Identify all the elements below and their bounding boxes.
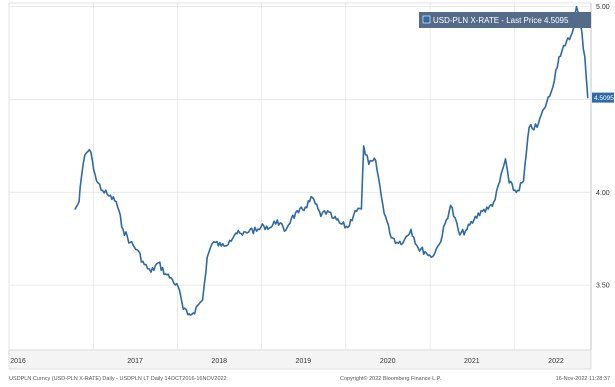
last-price-box xyxy=(592,92,614,103)
legend-background xyxy=(419,12,591,28)
footer-source: USDPLN Curncy (USD-PLN X-RATE) Daily - U… xyxy=(9,376,227,382)
y-tick-labels: 3.50 4.00 5.00 xyxy=(596,4,610,289)
series-line-usd-pln xyxy=(74,5,589,316)
last-price-marker: 4.5095 xyxy=(592,92,614,103)
footer-copyright: Copyright© 2022 Bloomberg Finance L.P. xyxy=(340,375,442,382)
x-tick-label: 2021 xyxy=(464,358,480,365)
y-tick-label: 3.50 xyxy=(596,283,610,290)
x-tick-label: 2016 xyxy=(10,358,26,365)
x-tick-label: 2019 xyxy=(296,358,312,365)
footer-timestamp: 16-Nov-2022 11:28:37 xyxy=(556,376,610,382)
legend: USD-PLN X-RATE - Last Price 4.5095 xyxy=(419,12,591,28)
y-tick-label: 4.00 xyxy=(596,190,610,197)
x-tick-label: 2017 xyxy=(127,358,143,365)
last-price-label: 4.5095 xyxy=(594,95,614,102)
x-axis-strip xyxy=(8,349,592,370)
legend-swatch xyxy=(422,15,431,24)
legend-label: USD-PLN X-RATE - Last Price 4.5095 xyxy=(433,16,569,25)
x-gridlines xyxy=(93,3,515,369)
x-tick-labels: 2016 2017 2018 2019 2020 2021 2022 xyxy=(10,358,564,365)
x-tick-label: 2020 xyxy=(380,358,396,365)
x-tick-label: 2022 xyxy=(548,358,564,365)
plot-area xyxy=(8,2,592,351)
y-tick-label: 5.00 xyxy=(596,4,610,11)
x-tick-label: 2018 xyxy=(211,358,227,365)
